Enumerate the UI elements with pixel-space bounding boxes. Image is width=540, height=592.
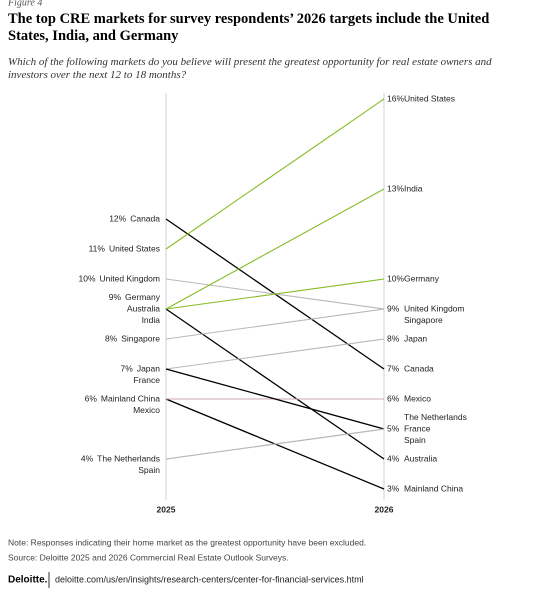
value-label: 6% bbox=[85, 393, 98, 403]
figure-label: Figure 4 bbox=[7, 0, 42, 8]
value-label: 11% bbox=[89, 243, 106, 253]
series-label: Mainland China bbox=[101, 393, 160, 403]
series-label: India bbox=[404, 183, 423, 193]
chart-subtitle: Which of the following markets do you be… bbox=[8, 56, 492, 81]
slope-line bbox=[165, 278, 385, 310]
x-axis-label: 2025 bbox=[157, 504, 176, 514]
value-label: 12% bbox=[109, 213, 126, 223]
value-label: 13% bbox=[387, 183, 404, 193]
series-label: Mainland China bbox=[404, 483, 463, 493]
series-label: United States bbox=[404, 93, 455, 103]
value-label: 3% bbox=[387, 483, 400, 493]
value-label: 4% bbox=[387, 453, 400, 463]
series-label: United Kingdom bbox=[100, 273, 160, 283]
series-label: Canada bbox=[130, 213, 160, 223]
series-label: Japan bbox=[137, 363, 160, 373]
value-label: 6% bbox=[387, 393, 400, 403]
url: deloitte.com/us/en/insights/research-cen… bbox=[55, 574, 364, 584]
slope-line bbox=[165, 338, 385, 370]
series-label: Germany bbox=[404, 273, 440, 283]
slope-line bbox=[165, 368, 385, 430]
slope-line bbox=[165, 98, 385, 250]
series-label: Spain bbox=[404, 435, 426, 445]
series-label: Japan bbox=[404, 333, 427, 343]
brand: Deloitte. bbox=[8, 575, 48, 586]
source: Source: Deloitte 2025 and 2026 Commercia… bbox=[8, 552, 289, 562]
series-label: France bbox=[134, 375, 161, 385]
slope-line bbox=[165, 188, 385, 310]
series-label: The Netherlands bbox=[97, 453, 160, 463]
series-label: Germany bbox=[125, 292, 161, 302]
series-label: Singapore bbox=[121, 333, 160, 343]
series-label: Singapore bbox=[404, 315, 443, 325]
value-label: 7% bbox=[387, 363, 400, 373]
value-label: 7% bbox=[121, 363, 134, 373]
value-label: 10% bbox=[387, 273, 404, 283]
value-label: 4% bbox=[81, 453, 94, 463]
value-label: 8% bbox=[387, 333, 400, 343]
slope-line bbox=[165, 428, 385, 460]
series-label: France bbox=[404, 423, 431, 433]
value-label: 9% bbox=[109, 292, 122, 302]
chart-title: The top CRE markets for survey responden… bbox=[8, 11, 489, 44]
series-label: The Netherlands bbox=[404, 412, 467, 422]
series-label: Australia bbox=[404, 453, 437, 463]
series-label: Mexico bbox=[133, 405, 160, 415]
series-label: Australia bbox=[127, 303, 160, 313]
slope-line bbox=[165, 308, 385, 460]
value-label: 9% bbox=[387, 303, 400, 313]
series-label: United Kingdom bbox=[404, 303, 464, 313]
series-label: Mexico bbox=[404, 393, 431, 403]
series-label: India bbox=[142, 315, 161, 325]
series-label: Canada bbox=[404, 363, 434, 373]
note: Note: Responses indicating their home ma… bbox=[8, 537, 366, 547]
series-label: United States bbox=[109, 243, 160, 253]
series-label: Spain bbox=[138, 465, 160, 475]
x-axis-label: 2026 bbox=[375, 504, 394, 514]
value-label: 10% bbox=[79, 273, 96, 283]
slope-line bbox=[165, 308, 385, 340]
value-label: 16% bbox=[387, 93, 404, 103]
value-label: 5% bbox=[387, 423, 400, 433]
value-label: 8% bbox=[105, 333, 118, 343]
